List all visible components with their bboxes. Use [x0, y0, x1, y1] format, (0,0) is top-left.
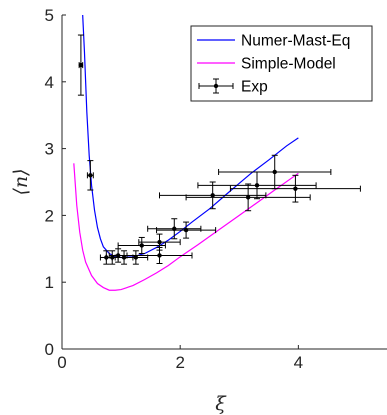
- legend-label: Exp: [241, 79, 268, 96]
- marker: [183, 227, 189, 233]
- marker: [245, 195, 251, 200]
- data-point: [117, 236, 166, 254]
- series-line: [73, 163, 299, 291]
- data-point: [229, 174, 361, 203]
- x-tick-label: 4: [294, 353, 303, 372]
- y-tick-label: 3: [45, 140, 54, 159]
- marker: [139, 243, 144, 248]
- y-tick-label: 5: [45, 6, 54, 25]
- data-point: [123, 250, 149, 265]
- y-tick-label: 1: [45, 273, 54, 292]
- axes: 0 2 4 0 1 2 3 4 5: [45, 6, 387, 372]
- marker: [133, 255, 139, 260]
- marker: [254, 183, 260, 188]
- y-axis-label: ⟨n⟩: [10, 168, 32, 195]
- data-point: [156, 221, 217, 239]
- legend-item: Exp: [198, 78, 268, 96]
- x-tick-label: 2: [175, 353, 184, 372]
- legend-marker: [213, 83, 219, 89]
- marker: [157, 253, 162, 258]
- legend-label: Numer-Mast-Eq: [241, 33, 350, 50]
- data-point: [159, 181, 267, 210]
- series-layer: [73, 15, 361, 291]
- data-point: [185, 183, 311, 212]
- data-point: [197, 171, 317, 200]
- marker: [293, 186, 298, 191]
- y-tick-label: 2: [45, 206, 54, 225]
- marker: [157, 239, 162, 245]
- data-point: [218, 154, 332, 190]
- marker: [210, 193, 215, 198]
- y-tick-label: 0: [45, 340, 54, 359]
- legend: Numer-Mast-Eq Simple-Model Exp: [190, 25, 373, 102]
- marker: [272, 169, 277, 175]
- data-point: [138, 233, 181, 251]
- marker: [115, 253, 121, 258]
- marker: [78, 62, 84, 68]
- data-point: [105, 250, 119, 265]
- y-tick-label: 4: [45, 73, 54, 92]
- data-point: [77, 34, 84, 96]
- marker: [88, 173, 93, 178]
- marker: [110, 255, 115, 260]
- legend-item: Simple-Model: [197, 56, 336, 73]
- x-tick-label: 0: [57, 353, 66, 372]
- legend-label: Simple-Model: [241, 56, 336, 73]
- data-point: [126, 246, 193, 264]
- legend-item: Numer-Mast-Eq: [197, 33, 350, 50]
- x-axis-label: ξ: [215, 393, 227, 415]
- data-point: [86, 160, 94, 191]
